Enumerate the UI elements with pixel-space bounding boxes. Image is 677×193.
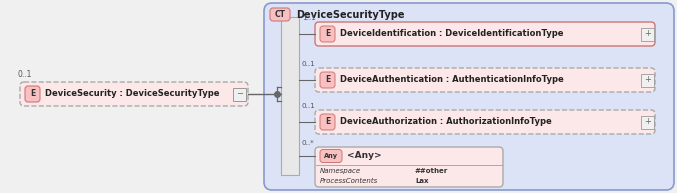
Text: 0..1: 0..1: [302, 103, 315, 109]
Text: DeviceIdentification : DeviceIdentificationType: DeviceIdentification : DeviceIdentificat…: [340, 30, 563, 38]
Text: DeviceAuthorization : AuthorizationInfoType: DeviceAuthorization : AuthorizationInfoT…: [340, 118, 552, 126]
Text: E: E: [30, 90, 35, 98]
FancyBboxPatch shape: [25, 86, 40, 102]
FancyBboxPatch shape: [20, 82, 248, 106]
Text: DeviceAuthentication : AuthenticationInfoType: DeviceAuthentication : AuthenticationInf…: [340, 75, 564, 85]
FancyBboxPatch shape: [315, 22, 655, 46]
Text: ProcessContents: ProcessContents: [320, 178, 378, 184]
Text: +: +: [644, 75, 651, 85]
FancyBboxPatch shape: [320, 72, 335, 88]
Text: 0..1: 0..1: [302, 61, 315, 67]
Text: <Any>: <Any>: [347, 152, 382, 161]
FancyBboxPatch shape: [315, 147, 503, 187]
FancyBboxPatch shape: [320, 150, 342, 163]
Text: E: E: [325, 75, 330, 85]
Bar: [641, 27, 654, 41]
Bar: [641, 74, 654, 86]
Bar: [281, 17, 299, 175]
FancyBboxPatch shape: [270, 8, 290, 21]
Text: CT: CT: [274, 10, 286, 19]
Text: 0..*: 0..*: [302, 140, 315, 146]
FancyBboxPatch shape: [315, 110, 655, 134]
Text: −: −: [236, 90, 243, 98]
Text: Lax: Lax: [415, 178, 429, 184]
Text: 1..1: 1..1: [302, 15, 315, 21]
Text: DeviceSecurityType: DeviceSecurityType: [296, 9, 404, 19]
FancyBboxPatch shape: [315, 68, 655, 92]
FancyBboxPatch shape: [264, 3, 674, 190]
FancyBboxPatch shape: [320, 114, 335, 130]
Text: 0..1: 0..1: [18, 70, 32, 79]
Text: +: +: [644, 118, 651, 126]
Bar: [233, 87, 246, 101]
Text: E: E: [325, 30, 330, 38]
FancyBboxPatch shape: [320, 26, 335, 42]
Bar: [641, 115, 654, 129]
Text: +: +: [644, 30, 651, 38]
Text: Any: Any: [324, 153, 338, 159]
Text: DeviceSecurity : DeviceSecurityType: DeviceSecurity : DeviceSecurityType: [45, 90, 219, 98]
Text: Namespace: Namespace: [320, 168, 361, 174]
Text: ##other: ##other: [415, 168, 448, 174]
Text: E: E: [325, 118, 330, 126]
